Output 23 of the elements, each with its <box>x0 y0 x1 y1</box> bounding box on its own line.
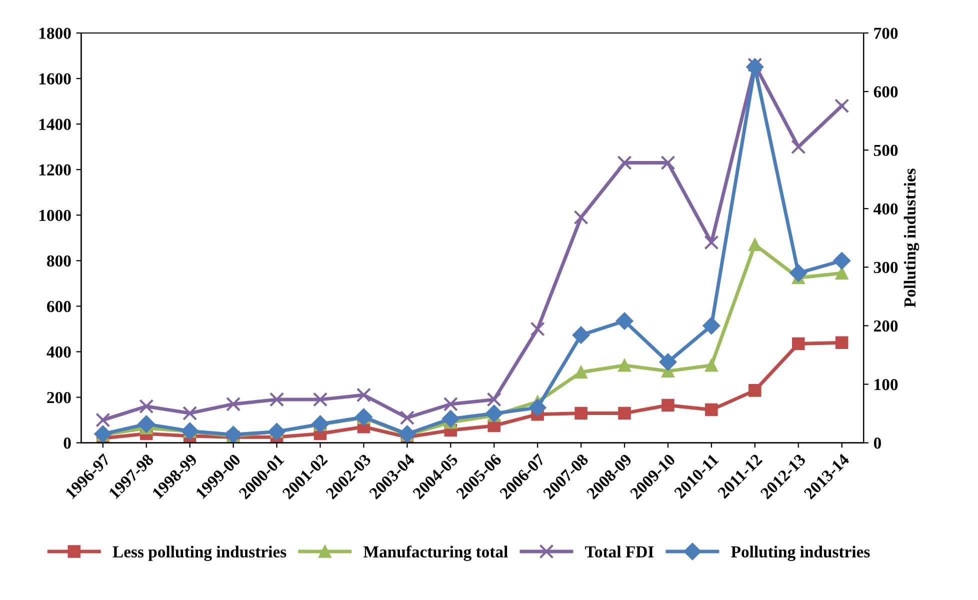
y-tick-label: 1800 <box>39 28 71 39</box>
y-tick-label: 1200 <box>39 164 71 176</box>
y-tick-label: 0 <box>64 438 71 449</box>
y2-tick-label: 0 <box>874 438 881 449</box>
y-tick-label: 1400 <box>39 118 71 130</box>
y-tick-label: 600 <box>47 300 71 312</box>
y2-tick-label: 600 <box>874 86 898 98</box>
legend-label: Manufacturing total <box>364 546 508 561</box>
y2-tick-label: 400 <box>874 203 898 215</box>
legend-label: Total FDI <box>585 546 654 558</box>
y-tick-label: 200 <box>47 392 71 404</box>
y-tick-label: 800 <box>47 255 71 267</box>
y2-tick-label: 300 <box>874 262 898 274</box>
y2-tick-label: 100 <box>874 378 898 390</box>
y2-tick-label: 200 <box>874 320 898 332</box>
y-tick-label: 400 <box>46 346 71 358</box>
legend-label: Polluting industries <box>731 546 870 561</box>
y2-tick-label: 700 <box>874 28 898 39</box>
y2-axis-title: Polluting industries <box>904 168 920 308</box>
legend-label: Less polluting industries <box>112 546 286 561</box>
y2-tick-label: 500 <box>874 144 898 156</box>
y-tick-label: 1600 <box>39 73 71 84</box>
y-tick-label: 1000 <box>39 210 71 222</box>
